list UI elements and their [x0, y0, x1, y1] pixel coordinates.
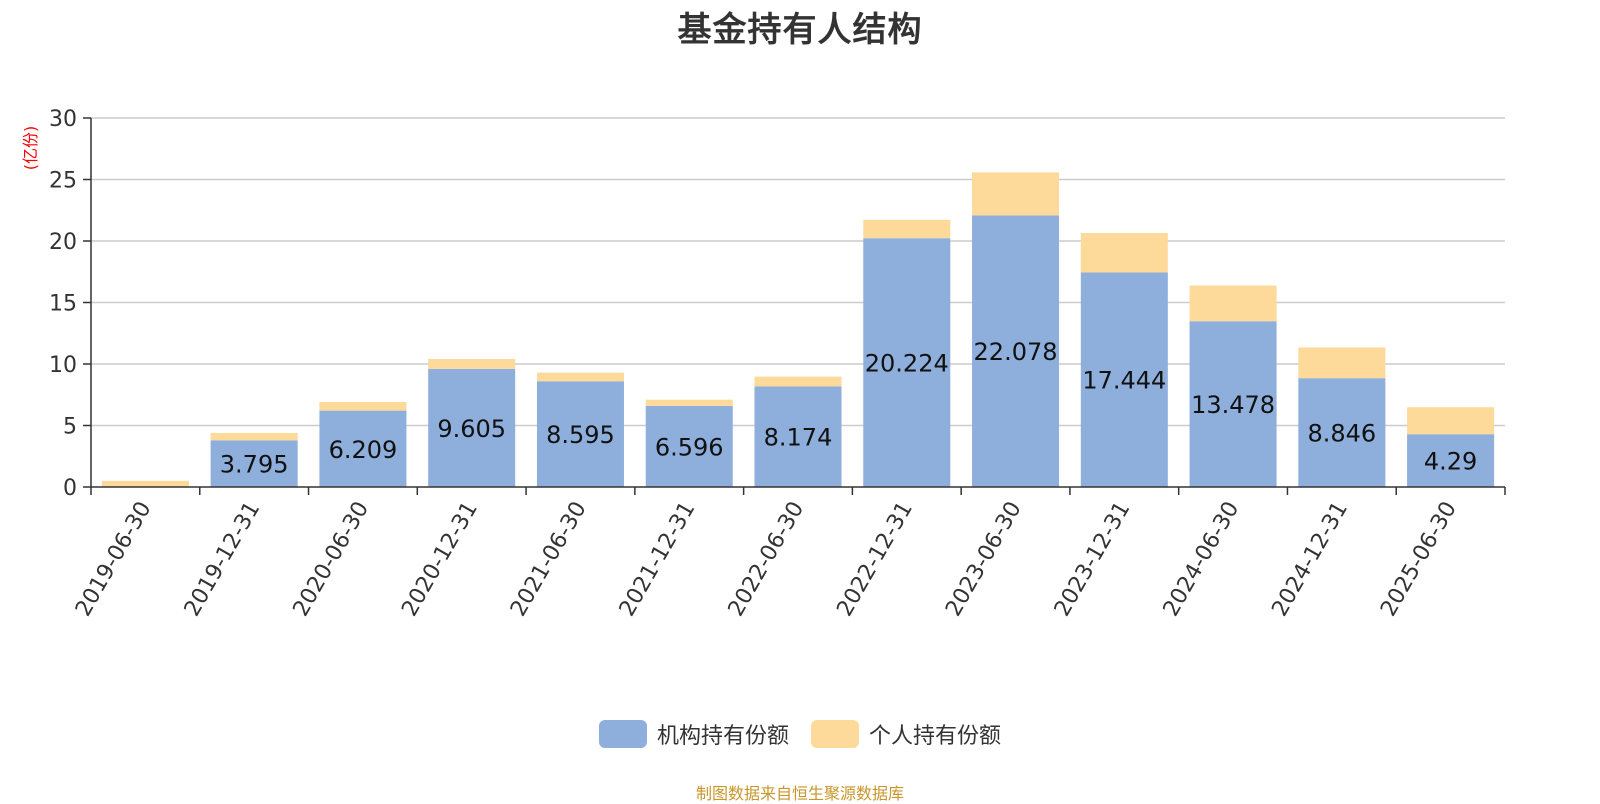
x-tick-label: 2024-06-30: [1159, 498, 1245, 621]
bar-value-label: 8.846: [1307, 420, 1376, 448]
bar-institutional[interactable]: [1407, 434, 1495, 487]
x-tick-label: 2019-12-31: [180, 498, 266, 621]
y-axis-label: (亿份): [21, 126, 40, 171]
bar-individual[interactable]: [319, 402, 407, 411]
legend-item-individual[interactable]: 个人持有份额: [811, 718, 1001, 750]
x-tick-label: 2022-06-30: [724, 498, 810, 621]
chart-title: 基金持有人结构: [677, 10, 923, 50]
bar-individual[interactable]: [210, 432, 298, 441]
y-tick-label: 5: [63, 415, 77, 440]
x-tick-label: 2025-06-30: [1376, 498, 1462, 621]
y-tick-label: 20: [49, 230, 77, 255]
bar-institutional[interactable]: [1080, 272, 1168, 487]
bar-individual[interactable]: [972, 172, 1060, 216]
bar-value-label: 6.209: [329, 436, 398, 464]
bar-institutional[interactable]: [1189, 321, 1277, 487]
bar-value-label: 17.444: [1082, 367, 1166, 395]
x-tick-label: 2021-12-31: [615, 498, 701, 621]
y-tick-label: 25: [49, 169, 77, 194]
bar-institutional[interactable]: [1298, 378, 1386, 487]
bar-institutional[interactable]: [863, 238, 951, 487]
x-tick-label: 2023-12-31: [1050, 498, 1136, 621]
bar-institutional[interactable]: [536, 381, 624, 487]
bar-individual[interactable]: [1298, 347, 1386, 379]
bar-individual[interactable]: [645, 399, 733, 406]
bar-value-label: 8.174: [764, 424, 833, 452]
bar-value-label: 20.224: [865, 350, 949, 378]
bar-value-label: 22.078: [974, 338, 1058, 366]
bar-institutional[interactable]: [210, 440, 298, 487]
bar-value-label: 6.596: [655, 433, 724, 461]
bar-institutional[interactable]: [645, 405, 733, 487]
x-tick-label: 2020-12-31: [397, 498, 483, 621]
legend-item-institutional[interactable]: 机构持有份额: [598, 718, 789, 750]
source-note: 制图数据来自恒生聚源数据库: [695, 784, 904, 803]
y-tick-label: 15: [49, 292, 77, 317]
bar-value-label: 3.795: [220, 451, 289, 479]
bar-individual[interactable]: [1189, 285, 1277, 322]
bar-individual[interactable]: [101, 480, 189, 487]
legend-swatch-institutional: [598, 720, 647, 748]
legend-label-individual: 个人持有份额: [869, 724, 1002, 749]
bar-individual[interactable]: [863, 219, 951, 239]
bar-individual[interactable]: [428, 359, 516, 369]
y-tick-label: 0: [63, 476, 77, 501]
bar-individual[interactable]: [536, 372, 624, 382]
x-tick-label: 2021-06-30: [506, 498, 592, 621]
bar-institutional[interactable]: [972, 215, 1060, 487]
bar-individual[interactable]: [754, 376, 842, 387]
legend-swatch-individual: [811, 720, 859, 748]
bars: [101, 172, 1495, 487]
y-tick-label: 30: [49, 107, 77, 132]
bar-institutional[interactable]: [319, 410, 407, 487]
legend-label-institutional: 机构持有份额: [656, 724, 789, 749]
y-tick-label: 10: [49, 353, 77, 378]
bar-value-label: 4.29: [1424, 448, 1477, 476]
x-tick-label: 2020-06-30: [289, 498, 375, 621]
data-labels: 3.795 6.209 9.605 8.595 6.596 8.174 20.224 22.0…: [220, 338, 1478, 478]
x-tick-label: 2024-12-31: [1267, 498, 1353, 621]
bar-value-label: 8.595: [546, 421, 615, 449]
bar-value-label: 9.605: [437, 415, 506, 443]
x-tick-label: 2023-06-30: [941, 498, 1027, 621]
bar-individual[interactable]: [1080, 233, 1168, 273]
legend: 机构持有份额 个人持有份额: [0, 718, 1600, 750]
bar-institutional[interactable]: [754, 386, 842, 487]
bar-value-label: 13.478: [1191, 391, 1275, 419]
x-tick-label: 2022-12-31: [832, 498, 918, 621]
bar-individual[interactable]: [1407, 407, 1495, 435]
x-tick-label: 2019-06-30: [71, 498, 157, 621]
bar-institutional[interactable]: [428, 368, 516, 487]
